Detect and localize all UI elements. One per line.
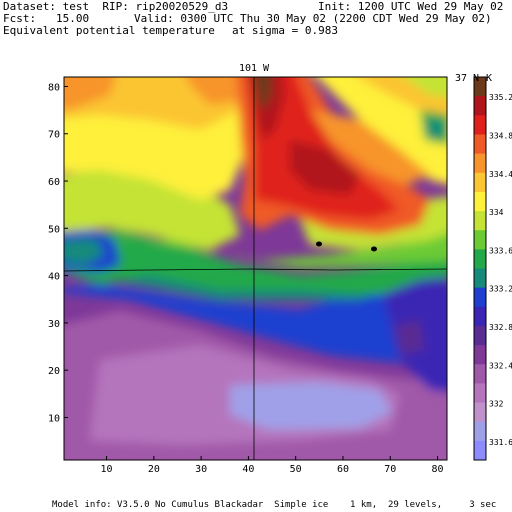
x-tick-label: 60	[337, 464, 349, 475]
y-tick-label: 70	[48, 130, 60, 141]
colorbar-label: 333.2	[489, 285, 512, 294]
model-info: Model info: V3.5.0 No Cumulus Blackadar …	[52, 500, 497, 510]
x-axis-ticks: 10 20 30 40 50 60 70 80	[101, 456, 444, 475]
equivalent-potential-temperature-field	[64, 77, 447, 460]
y-tick-label: 50	[48, 224, 60, 235]
colorbar-swatch	[474, 211, 486, 231]
colorbar-swatch	[474, 440, 486, 461]
x-tick-label: 20	[148, 464, 160, 475]
colorbar-label: 332.8	[489, 323, 512, 332]
y-tick-label: 40	[48, 272, 60, 283]
colorbar-swatch	[474, 249, 486, 269]
colorbar-label: 334.4	[489, 170, 512, 179]
colorbar-swatch	[474, 115, 486, 135]
colorbar: 335.2 334.8 334.4 334 333.6 333.2 332.8 332.4 33…	[473, 76, 512, 461]
sigma-level: at sigma = 0.983	[232, 24, 338, 37]
y-tick-label: 30	[48, 319, 60, 330]
colorbar-label: 333.6	[489, 246, 512, 255]
colorbar-label: 334.8	[489, 131, 512, 140]
colorbar-swatch	[474, 77, 486, 97]
colorbar-swatch	[474, 172, 486, 193]
colorbar-swatch	[474, 383, 486, 404]
x-tick-label: 40	[242, 464, 254, 475]
colorbar-swatch	[474, 325, 486, 346]
valid-time: Valid: 0300 UTC Thu 30 May 02 (2200 CDT …	[134, 12, 492, 25]
dataset-label: Dataset: test RIP: rip20020529_d3	[3, 0, 229, 13]
colorbar-label: 331.6	[489, 438, 512, 447]
colorbar-swatch	[474, 191, 486, 212]
colorbar-swatch	[474, 421, 486, 442]
colorbar-swatch	[474, 230, 486, 250]
init-time: Init: 1200 UTC Wed 29 May 02	[318, 0, 504, 13]
y-tick-label: 20	[48, 366, 60, 377]
x-tick-label: 10	[101, 464, 113, 475]
y-tick-label: 80	[48, 82, 60, 93]
field-name: Equivalent potential temperature	[3, 24, 215, 37]
colorbar-label: 334	[489, 208, 504, 217]
colorbar-frame	[473, 76, 487, 461]
y-tick-label: 10	[48, 413, 60, 424]
x-tick-label: 80	[432, 464, 444, 475]
colorbar-swatch	[474, 134, 486, 155]
colorbar-swatch	[474, 153, 486, 174]
x-tick-label: 70	[384, 464, 396, 475]
colorbar-label: 332.4	[489, 361, 512, 370]
colorbar-label: 332	[489, 400, 504, 409]
colorbar-swatch	[474, 364, 486, 384]
colorbar-swatch	[474, 268, 486, 289]
colorbar-label: 335.2	[489, 93, 512, 102]
y-axis-ticks: 10 20 30 40 50 60 70 80	[48, 82, 68, 424]
colorbar-swatch	[474, 306, 486, 327]
colorbar-swatch	[474, 345, 486, 365]
meridian-label: 101 W	[239, 63, 270, 74]
colorbar-swatch	[474, 96, 486, 116]
plot-frame	[63, 76, 448, 461]
parallel-label: 37 N	[455, 73, 479, 84]
colorbar-swatch	[474, 402, 486, 423]
x-tick-label: 30	[195, 464, 207, 475]
colorbar-swatch	[474, 287, 486, 308]
unit-label: K	[486, 73, 492, 84]
forecast-hour: Fcst: 15.00	[3, 12, 90, 25]
y-tick-label: 60	[48, 177, 60, 188]
x-tick-label: 50	[290, 464, 302, 475]
